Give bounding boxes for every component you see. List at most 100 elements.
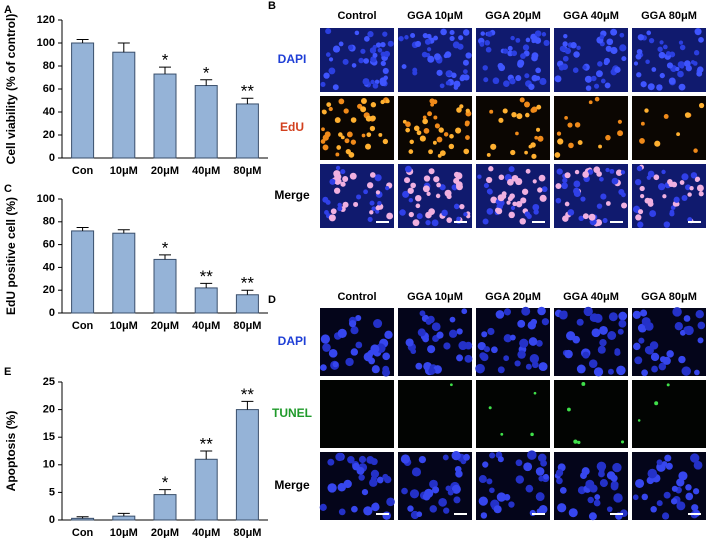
cell-nucleus [577,140,583,146]
cell-nucleus [610,474,618,482]
cell-nucleus [436,136,443,143]
cell-nucleus [644,108,649,113]
cell-nucleus [615,169,623,177]
x-tick-label: 10μM [110,165,138,177]
cell-nucleus [564,115,568,120]
error-bar [159,254,171,260]
cell-nucleus [507,45,513,51]
cell-nucleus [325,52,331,57]
cell-nucleus [483,77,489,83]
cell-nucleus [588,100,593,105]
row-label: Merge [274,188,310,202]
cell-nucleus [684,60,691,67]
cell-nucleus [483,346,491,353]
cell-nucleus [377,47,383,53]
y-tick-label: 20 [43,284,55,296]
cell-nucleus [521,188,529,195]
cell-nucleus [441,209,448,217]
error-bar [159,66,171,75]
cell-nucleus [410,348,417,355]
cell-nucleus [633,342,641,351]
cell-nucleus [576,364,586,374]
cell-nucleus [452,41,460,49]
cell-nucleus [662,194,667,199]
cell-nucleus [556,477,563,485]
cell-nucleus [410,182,416,189]
cell-nucleus [687,192,692,197]
cell-nucleus [634,178,642,186]
cell-nucleus [591,328,601,338]
x-tick-label: 20μM [151,320,179,332]
cell-nucleus [528,337,538,346]
cell-nucleus [449,133,454,139]
row-label: TUNEL [272,406,312,420]
cell-nucleus [369,478,378,487]
cell-nucleus [325,199,331,205]
cell-nucleus [451,450,461,461]
cell-nucleus [491,346,498,354]
cell-nucleus [455,172,463,180]
cell-nucleus [508,166,515,173]
cell-nucleus [380,60,386,67]
cell-nucleus [507,178,514,186]
cell-nucleus [449,29,455,36]
cell-nucleus [367,216,373,222]
y-tick-label: 100 [37,193,55,205]
cell-nucleus [535,492,545,502]
cell-nucleus [456,216,461,222]
cell-nucleus [564,172,571,179]
cell-nucleus [517,61,524,68]
cell-nucleus [421,51,428,58]
cell-nucleus [320,364,327,371]
cell-nucleus [588,359,598,368]
cell-nucleus [464,354,473,363]
cell-nucleus [646,30,652,36]
cell-nucleus [679,329,686,336]
cell-nucleus [657,46,663,52]
cell-nucleus [593,499,601,507]
cell-nucleus [445,80,451,86]
cell-nucleus [599,176,604,182]
cell-nucleus [337,482,346,492]
cell-nucleus [360,48,366,54]
cell-nucleus [486,478,493,485]
cell-nucleus [661,512,670,520]
cell-nucleus [637,323,647,333]
cell-nucleus [694,369,700,376]
cell-nucleus [567,209,575,216]
cell-nucleus [558,65,565,71]
cell-nucleus [380,41,386,48]
cell-nucleus [644,322,654,331]
cell-nucleus [610,480,619,489]
cell-nucleus [438,127,444,133]
cell-nucleus [456,328,463,335]
cell-nucleus [464,341,473,350]
cell-nucleus [515,131,519,136]
cell-nucleus [535,67,542,74]
bar [71,517,95,521]
cell-nucleus [363,506,373,516]
cell-nucleus [428,208,435,215]
error-bar [76,227,89,231]
cell-nucleus [453,496,461,504]
cell-nucleus [459,203,465,210]
cell-nucleus [638,209,644,215]
cell-nucleus [496,492,507,502]
cell-nucleus [698,37,704,43]
cell-nucleus [606,506,613,513]
cell-nucleus [349,172,357,180]
cell-nucleus [383,50,391,58]
column-header: GGA 40μM [563,10,619,22]
cell-nucleus [690,453,700,463]
cell-nucleus [418,455,427,464]
cell-nucleus [572,67,579,73]
bar [112,51,136,159]
cell-nucleus [431,480,438,486]
cell-nucleus [449,316,456,323]
cell-nucleus [369,47,377,54]
cell-nucleus [676,132,681,137]
y-tick-label: 120 [37,14,55,26]
cell-nucleus [360,106,367,113]
cell-nucleus [366,182,374,189]
cell-nucleus [532,203,540,211]
